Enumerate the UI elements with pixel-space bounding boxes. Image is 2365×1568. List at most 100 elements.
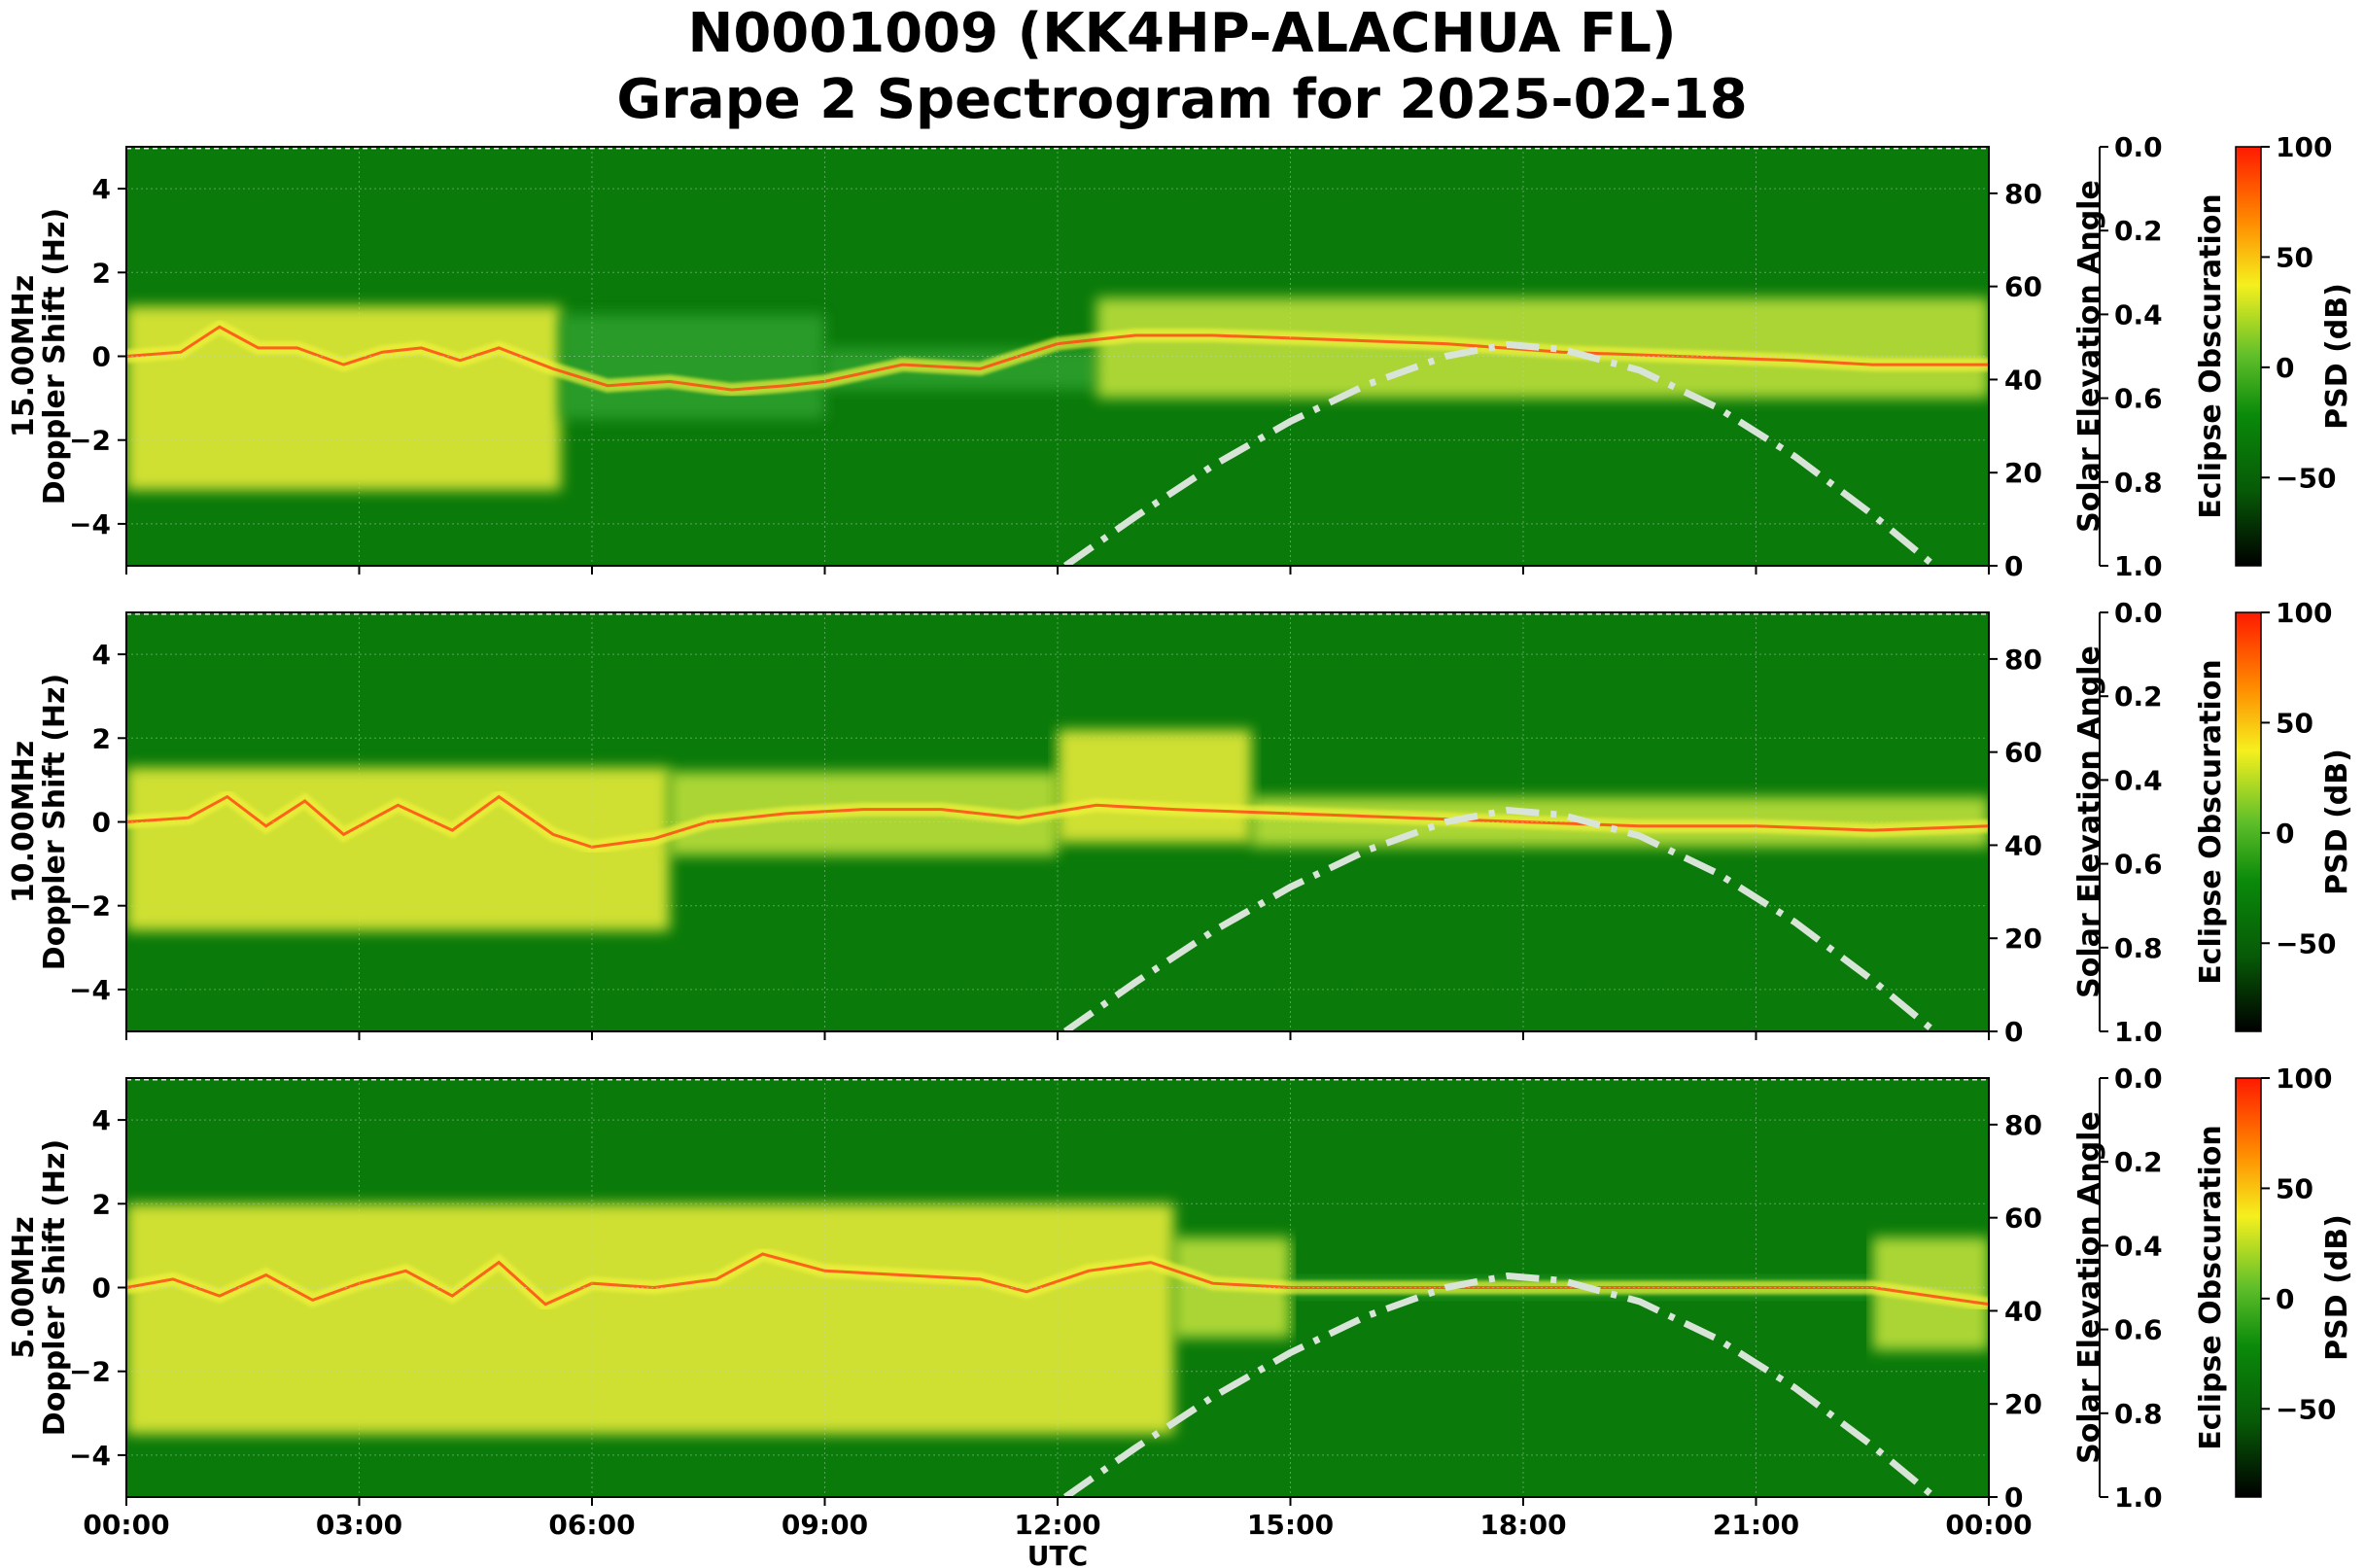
y-tick-label: 0 (92, 807, 111, 839)
eclipse-tick-label: 0.6 (2114, 383, 2163, 415)
eclipse-tick-label: 0.2 (2114, 1146, 2163, 1178)
colorbar-tick-label: 100 (2276, 131, 2332, 163)
solar-elevation-curve (1062, 806, 1937, 1031)
solar-tick-label: 60 (2004, 1202, 2042, 1235)
colorbar (2235, 1077, 2262, 1498)
y-tick-label: 4 (92, 173, 111, 205)
eclipse-tick-label: 0.8 (2114, 932, 2163, 964)
eclipse-axis-label: Eclipse Obscuration (2194, 659, 2228, 985)
solar-tick-label: 0 (2004, 1481, 2023, 1514)
eclipse-tick-label: 0.2 (2114, 680, 2163, 713)
y-tick-label: 0 (92, 1272, 111, 1305)
eclipse-tick-label: 0.4 (2114, 298, 2163, 331)
colorbar (2235, 146, 2262, 567)
solar-tick-label: 20 (2004, 1388, 2042, 1420)
eclipse-axis-label: Eclipse Obscuration (2194, 193, 2228, 519)
y-axis-label: Doppler Shift (Hz) (38, 674, 72, 970)
bright-band (1058, 729, 1252, 844)
y-tick-label: −2 (69, 425, 111, 457)
eclipse-tick-label: 0.0 (2114, 597, 2163, 629)
y-tick-label: 4 (92, 639, 111, 671)
eclipse-tick-label: 0.4 (2114, 1230, 2163, 1262)
colorbar-tick-label: −50 (2276, 927, 2336, 959)
solar-axis-label: Solar Elevation Angle (2072, 1111, 2106, 1464)
colorbar-tick-label: −50 (2276, 1393, 2336, 1425)
doppler-trace (126, 325, 1989, 392)
y-axis-label: Doppler Shift (Hz) (38, 208, 72, 505)
solar-tick-label: 60 (2004, 737, 2042, 769)
colorbar-label: PSD (dB) (2320, 283, 2354, 430)
x-tick-label: 09:00 (782, 1509, 868, 1541)
solar-tick-label: 40 (2004, 364, 2042, 396)
eclipse-tick-label: 0.8 (2114, 467, 2163, 499)
doppler-trace (126, 794, 1989, 849)
colorbar-tick-label: 100 (2276, 1063, 2332, 1095)
bright-band (126, 1203, 1174, 1435)
solar-tick-label: 60 (2004, 271, 2042, 303)
solar-elevation-curve (1062, 340, 1937, 566)
eclipse-tick-label: 0.8 (2114, 1398, 2163, 1430)
eclipse-tick-label: 0.6 (2114, 1314, 2163, 1346)
y-tick-label: −2 (69, 890, 111, 923)
x-tick-label: 06:00 (548, 1509, 635, 1541)
x-tick-label: 00:00 (83, 1509, 169, 1541)
solar-tick-label: 80 (2004, 644, 2042, 676)
colorbar-tick-label: 50 (2276, 241, 2313, 273)
x-tick-label: 00:00 (1945, 1509, 2032, 1541)
eclipse-tick-label: 0.0 (2114, 131, 2163, 163)
y-tick-label: 4 (92, 1104, 111, 1136)
bright-band (126, 305, 562, 491)
solar-tick-label: 40 (2004, 829, 2042, 861)
spectrogram-area (126, 612, 1989, 1031)
y-tick-label: 0 (92, 341, 111, 373)
colorbar-tick-label: 0 (2276, 818, 2294, 850)
y-axis-label: Doppler Shift (Hz) (38, 1139, 72, 1436)
y-axis-label-frequency: 10.00MHz (7, 741, 41, 903)
solar-axis-label: Solar Elevation Angle (2072, 645, 2106, 998)
colorbar-tick-label: 0 (2276, 1283, 2294, 1315)
y-tick-label: 2 (92, 1188, 111, 1220)
solar-tick-label: 40 (2004, 1295, 2042, 1327)
y-tick-label: −4 (69, 508, 111, 540)
colorbar-tick-label: −50 (2276, 462, 2336, 494)
eclipse-tick-label: 0.4 (2114, 764, 2163, 796)
y-tick-label: −4 (69, 1440, 111, 1472)
x-tick-label: 15:00 (1247, 1509, 1334, 1541)
y-axis-label-frequency: 15.00MHz (7, 275, 41, 437)
figure-title-line-1: N0001009 (KK4HP-ALACHUA FL) (687, 2, 1676, 65)
eclipse-tick-label: 1.0 (2114, 550, 2163, 582)
y-tick-label: 2 (92, 257, 111, 289)
colorbar (2235, 611, 2262, 1032)
figure-title-line-2: Grape 2 Spectrogram for 2025-02-18 (616, 68, 1747, 131)
colorbar-tick-label: 50 (2276, 707, 2313, 739)
x-tick-label: 21:00 (1713, 1509, 1799, 1541)
x-tick-label: 03:00 (316, 1509, 402, 1541)
solar-tick-label: 0 (2004, 1016, 2023, 1048)
solar-tick-label: 20 (2004, 457, 2042, 489)
solar-tick-label: 80 (2004, 1109, 2042, 1141)
eclipse-tick-label: 0.2 (2114, 215, 2163, 247)
y-tick-label: −2 (69, 1356, 111, 1388)
y-axis-label-frequency: 5.00MHz (7, 1216, 41, 1358)
solar-axis-label: Solar Elevation Angle (2072, 180, 2106, 533)
eclipse-tick-label: 1.0 (2114, 1481, 2163, 1514)
y-tick-label: 2 (92, 722, 111, 754)
bright-band (561, 314, 825, 420)
eclipse-axis-label: Eclipse Obscuration (2194, 1125, 2228, 1450)
y-tick-label: −4 (69, 974, 111, 1006)
doppler-trace (126, 1252, 1989, 1307)
x-axis-label: UTC (1027, 1540, 1088, 1568)
eclipse-tick-label: 0.6 (2114, 849, 2163, 881)
colorbar-tick-label: 50 (2276, 1172, 2313, 1204)
colorbar-label: PSD (dB) (2320, 1214, 2354, 1361)
colorbar-tick-label: 0 (2276, 352, 2294, 384)
colorbar-label: PSD (dB) (2320, 749, 2354, 895)
colorbar-tick-label: 100 (2276, 597, 2332, 629)
eclipse-tick-label: 0.0 (2114, 1063, 2163, 1095)
x-tick-label: 18:00 (1479, 1509, 1566, 1541)
solar-elevation-curve (1062, 1272, 1937, 1497)
